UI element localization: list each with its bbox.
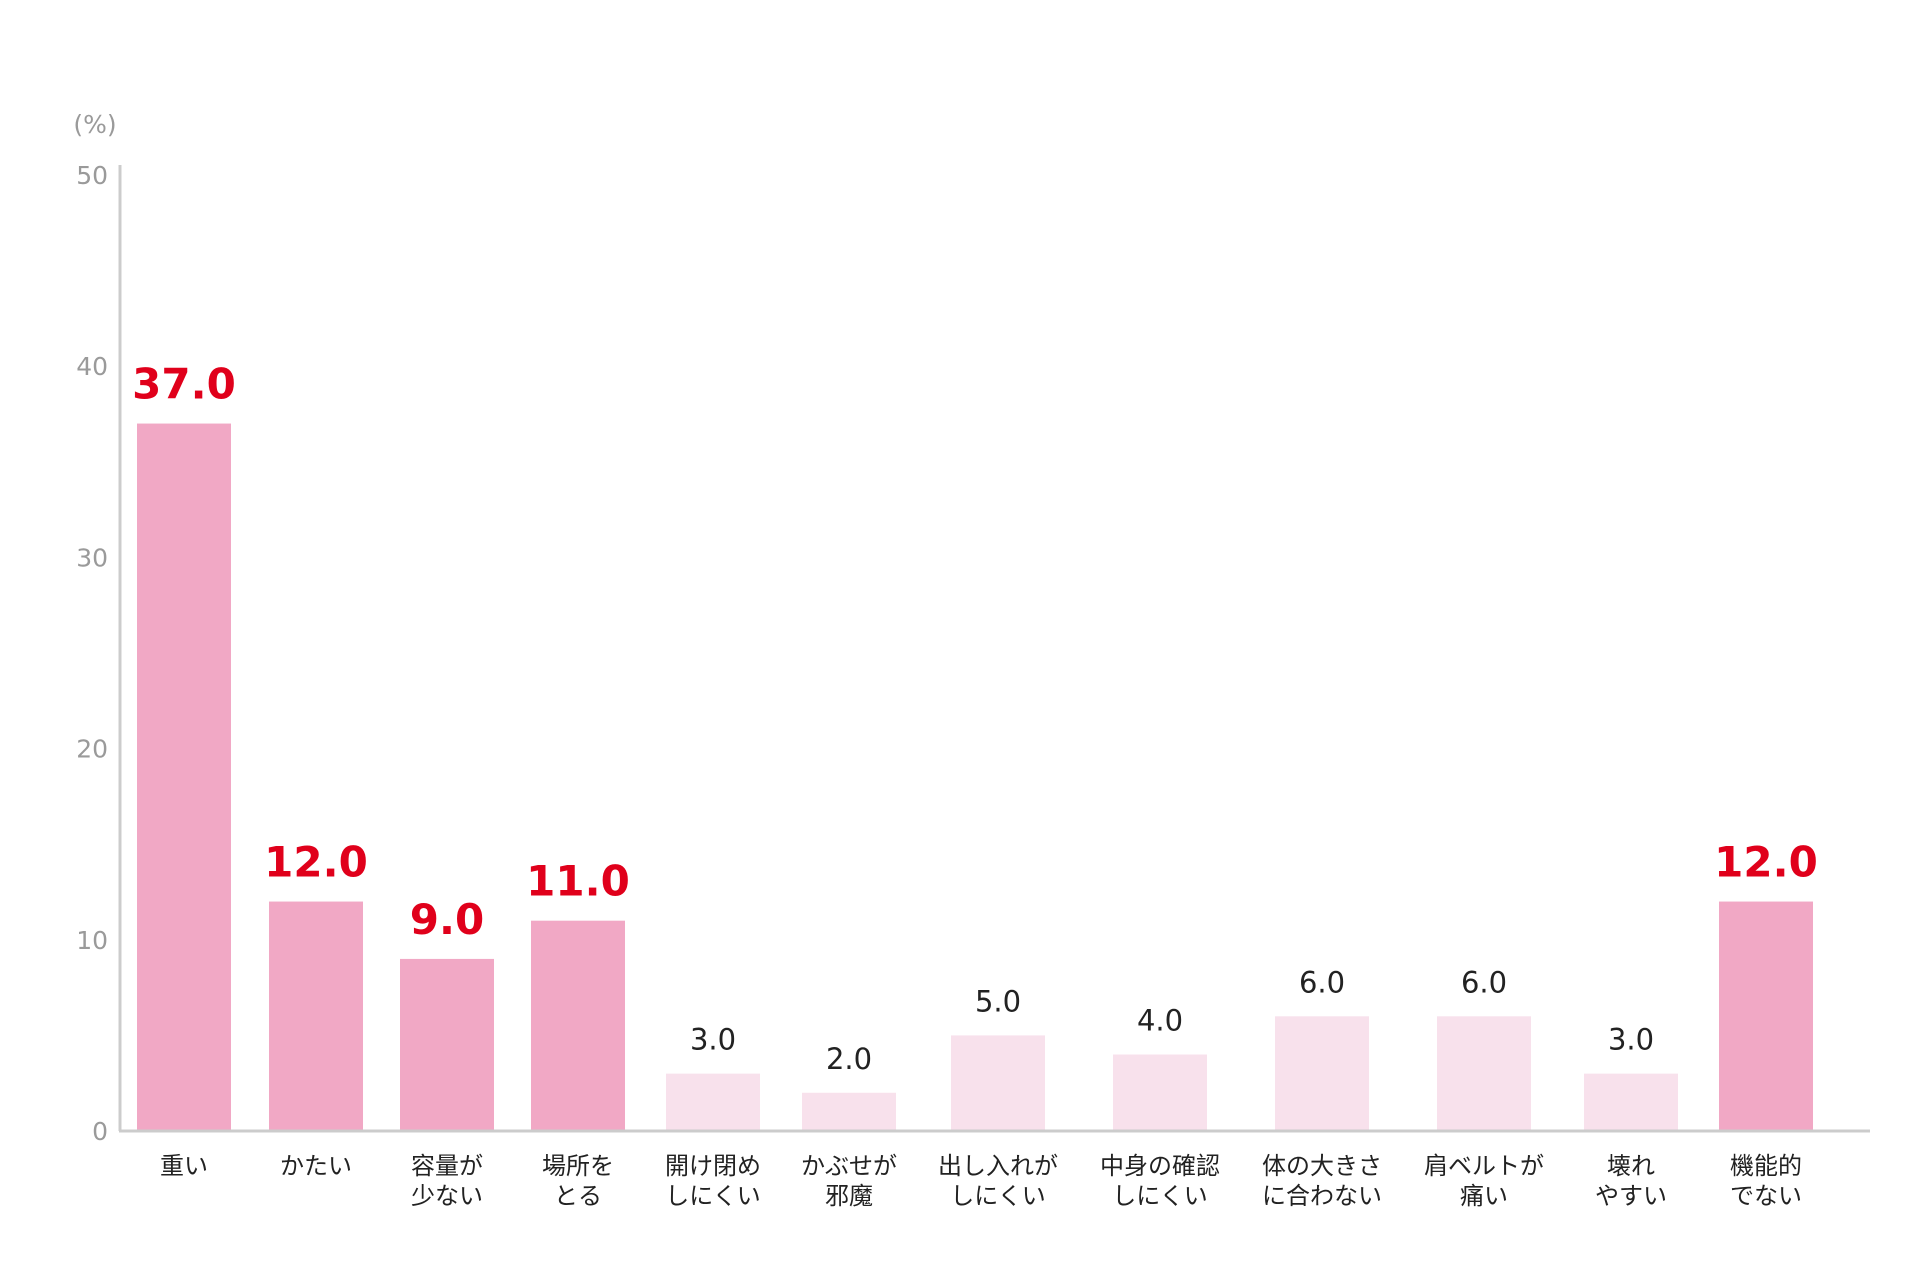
category-label: 中身の確認 bbox=[1100, 1152, 1220, 1180]
value-label: 3.0 bbox=[690, 1023, 736, 1057]
value-label: 37.0 bbox=[132, 360, 236, 409]
y-tick-label: 30 bbox=[76, 543, 108, 572]
category-label: 肩ベルトが bbox=[1424, 1152, 1544, 1180]
y-tick-label: 40 bbox=[76, 352, 108, 381]
category-label: しにくい bbox=[1112, 1182, 1208, 1210]
bars bbox=[137, 423, 1813, 1131]
value-label: 4.0 bbox=[1137, 1004, 1183, 1038]
category-label: かたい bbox=[280, 1152, 352, 1180]
category-label: 重い bbox=[160, 1152, 208, 1180]
y-axis-ticks: 0 10 20 30 40 50 bbox=[76, 161, 108, 1146]
category-label: 場所を bbox=[542, 1152, 614, 1180]
y-tick-label: 50 bbox=[76, 161, 108, 190]
bar bbox=[1113, 1054, 1207, 1131]
value-label: 11.0 bbox=[526, 857, 630, 906]
category-label: 邪魔 bbox=[825, 1182, 873, 1210]
value-labels: 37.0 12.0 9.0 11.0 3.0 2.0 5.0 4.0 6.0 6.0 3.0 12.0 bbox=[132, 360, 1818, 1076]
value-label: 5.0 bbox=[975, 984, 1021, 1018]
category-labels: 重い かたい 容量が少ない場所をとる開け閉めしにくいかぶせが邪魔出し入れがしにくい中… bbox=[160, 1152, 1802, 1210]
value-label: 9.0 bbox=[410, 895, 484, 944]
category-label: とる bbox=[554, 1182, 602, 1210]
bar bbox=[269, 901, 363, 1131]
bar bbox=[1719, 901, 1813, 1131]
bar bbox=[400, 958, 494, 1131]
value-label: 2.0 bbox=[826, 1042, 872, 1076]
category-label: 容量が bbox=[411, 1152, 483, 1180]
value-label: 3.0 bbox=[1608, 1023, 1654, 1057]
bar bbox=[666, 1073, 760, 1131]
category-label: かぶせが bbox=[801, 1152, 897, 1180]
value-label: 12.0 bbox=[264, 838, 368, 887]
category-label: でない bbox=[1730, 1182, 1802, 1210]
category-label: 痛い bbox=[1460, 1182, 1508, 1210]
bar bbox=[1275, 1016, 1369, 1131]
bar bbox=[137, 423, 231, 1131]
y-tick-label: 10 bbox=[76, 926, 108, 955]
category-label: 機能的 bbox=[1730, 1152, 1802, 1180]
y-axis-unit-label: (%) bbox=[73, 110, 116, 139]
bar bbox=[802, 1092, 896, 1131]
bar bbox=[1437, 1016, 1531, 1131]
category-label: やすい bbox=[1595, 1182, 1667, 1210]
category-label: に合わない bbox=[1262, 1182, 1382, 1210]
category-label: 少ない bbox=[411, 1182, 483, 1210]
category-label: 出し入れが bbox=[938, 1152, 1058, 1180]
category-label: 壊れ bbox=[1607, 1152, 1655, 1180]
value-label: 6.0 bbox=[1299, 965, 1345, 999]
category-label: しにくい bbox=[665, 1182, 761, 1210]
bar bbox=[951, 1035, 1045, 1131]
y-tick-label: 20 bbox=[76, 735, 108, 764]
category-label: 体の大きさ bbox=[1262, 1152, 1382, 1180]
value-label: 6.0 bbox=[1461, 965, 1507, 999]
bar bbox=[531, 920, 625, 1131]
bar bbox=[1584, 1073, 1678, 1131]
value-label: 12.0 bbox=[1714, 838, 1818, 887]
category-label: しにくい bbox=[950, 1182, 1046, 1210]
category-label: 開け閉め bbox=[665, 1152, 761, 1180]
y-tick-label: 0 bbox=[92, 1117, 108, 1146]
